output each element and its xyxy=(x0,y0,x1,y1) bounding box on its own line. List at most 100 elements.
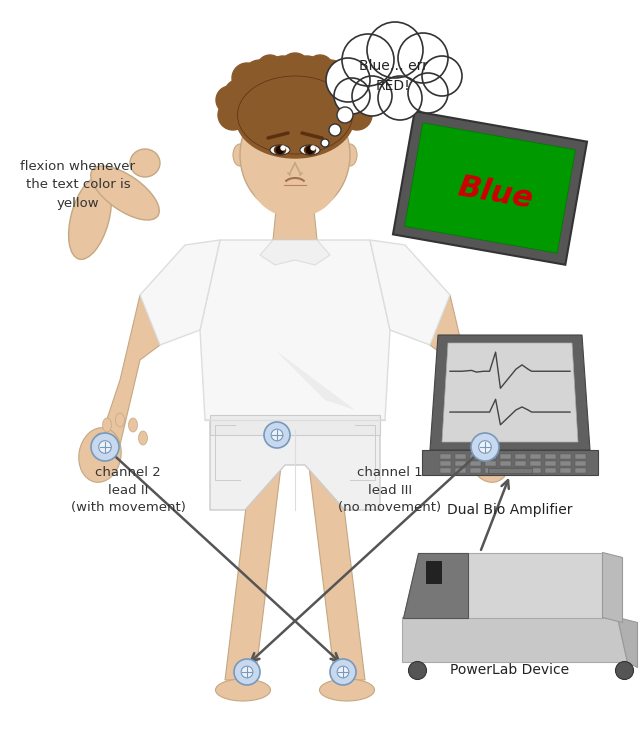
Bar xyxy=(500,454,511,459)
Circle shape xyxy=(329,124,341,136)
Circle shape xyxy=(378,76,422,120)
Circle shape xyxy=(280,53,310,83)
Circle shape xyxy=(346,86,374,114)
Bar xyxy=(575,454,586,459)
Polygon shape xyxy=(275,350,355,410)
Bar xyxy=(455,454,466,459)
Circle shape xyxy=(99,441,111,453)
Circle shape xyxy=(312,60,348,96)
Circle shape xyxy=(307,55,333,81)
Ellipse shape xyxy=(452,418,461,432)
Circle shape xyxy=(232,63,262,93)
Circle shape xyxy=(408,661,426,680)
Circle shape xyxy=(337,666,349,678)
Bar xyxy=(500,461,511,466)
Polygon shape xyxy=(602,553,623,623)
Text: Dual Bio Amplifier: Dual Bio Amplifier xyxy=(447,503,573,517)
Bar xyxy=(515,461,526,466)
Circle shape xyxy=(218,100,248,130)
Bar xyxy=(575,468,586,473)
Circle shape xyxy=(479,441,492,453)
Circle shape xyxy=(398,33,448,83)
Bar xyxy=(500,468,511,473)
Circle shape xyxy=(216,86,244,114)
Bar xyxy=(440,454,451,459)
Text: Blue… err
RED!: Blue… err RED! xyxy=(358,59,428,93)
Text: Blue: Blue xyxy=(455,172,535,214)
Polygon shape xyxy=(260,240,330,265)
Ellipse shape xyxy=(115,413,125,427)
Ellipse shape xyxy=(319,679,374,701)
Circle shape xyxy=(328,63,358,93)
Circle shape xyxy=(224,79,256,111)
Polygon shape xyxy=(422,450,598,475)
Ellipse shape xyxy=(465,413,474,427)
Bar xyxy=(440,468,451,473)
Text: channel 1
lead III
(no movement): channel 1 lead III (no movement) xyxy=(339,466,442,514)
Bar xyxy=(545,461,556,466)
Polygon shape xyxy=(100,295,160,445)
Text: flexion whenever
the text color is
yellow: flexion whenever the text color is yello… xyxy=(20,161,136,209)
Polygon shape xyxy=(442,343,578,442)
Polygon shape xyxy=(403,618,627,662)
Ellipse shape xyxy=(68,177,111,260)
Bar xyxy=(575,461,586,466)
Bar xyxy=(545,468,556,473)
Polygon shape xyxy=(140,240,220,345)
Ellipse shape xyxy=(275,146,285,155)
Bar xyxy=(470,461,481,466)
Circle shape xyxy=(326,58,370,102)
Polygon shape xyxy=(200,240,390,420)
Circle shape xyxy=(281,146,285,150)
Ellipse shape xyxy=(468,427,511,482)
Circle shape xyxy=(271,429,283,441)
Circle shape xyxy=(257,55,283,81)
Ellipse shape xyxy=(479,418,488,432)
Ellipse shape xyxy=(129,418,138,432)
Ellipse shape xyxy=(270,145,290,155)
Ellipse shape xyxy=(95,433,104,447)
Circle shape xyxy=(334,79,366,111)
Circle shape xyxy=(367,22,423,78)
Polygon shape xyxy=(618,618,637,667)
Circle shape xyxy=(290,56,324,90)
Ellipse shape xyxy=(91,166,159,220)
Bar xyxy=(488,468,532,473)
Circle shape xyxy=(471,433,499,461)
Circle shape xyxy=(334,78,370,114)
Circle shape xyxy=(241,666,253,678)
Bar xyxy=(515,468,526,473)
Bar xyxy=(485,454,496,459)
Polygon shape xyxy=(210,420,380,510)
Ellipse shape xyxy=(79,427,121,482)
Ellipse shape xyxy=(300,145,320,155)
Polygon shape xyxy=(393,111,587,265)
Circle shape xyxy=(408,73,448,113)
Text: PowerLab Device: PowerLab Device xyxy=(451,663,570,677)
Ellipse shape xyxy=(233,144,247,166)
Circle shape xyxy=(337,107,353,123)
Bar xyxy=(440,461,451,466)
Polygon shape xyxy=(273,200,317,240)
Polygon shape xyxy=(430,295,490,445)
Bar xyxy=(560,454,571,459)
Polygon shape xyxy=(225,450,283,680)
Polygon shape xyxy=(403,553,602,618)
Circle shape xyxy=(342,100,372,130)
Text: channel 2
lead II
(with movement): channel 2 lead II (with movement) xyxy=(70,466,186,514)
Bar xyxy=(455,461,466,466)
Ellipse shape xyxy=(442,431,451,445)
Ellipse shape xyxy=(307,146,314,153)
Ellipse shape xyxy=(236,78,354,158)
Ellipse shape xyxy=(102,418,111,432)
Circle shape xyxy=(321,139,329,147)
Ellipse shape xyxy=(486,433,495,447)
Ellipse shape xyxy=(216,679,271,701)
Bar xyxy=(426,560,440,583)
Circle shape xyxy=(352,76,392,116)
Circle shape xyxy=(91,433,119,461)
Bar xyxy=(515,454,526,459)
Ellipse shape xyxy=(305,146,316,155)
Bar xyxy=(485,468,496,473)
Ellipse shape xyxy=(343,144,357,166)
